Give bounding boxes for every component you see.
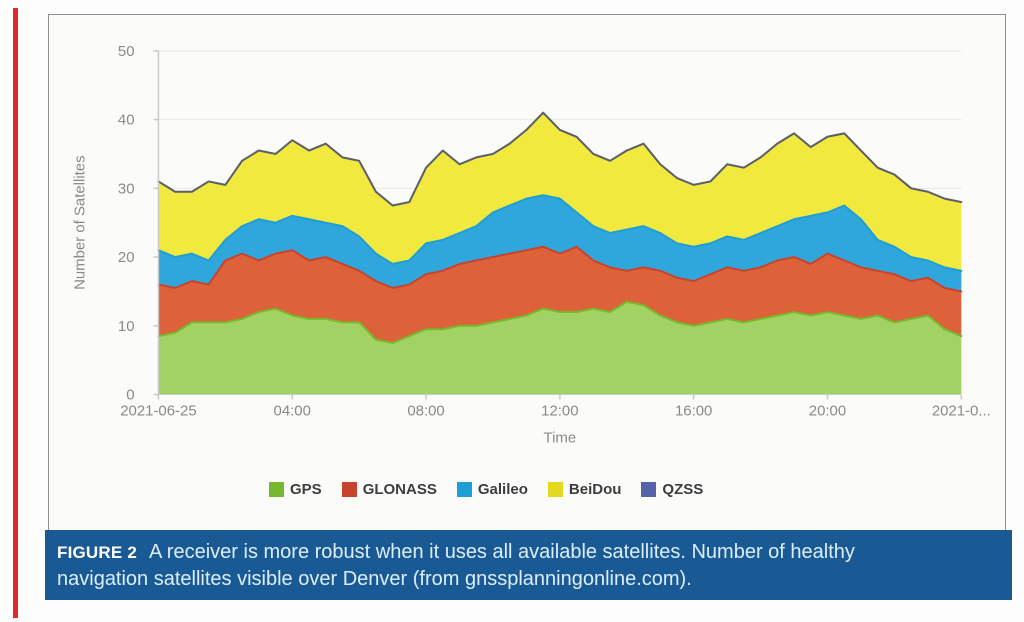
x-tick-label: 08:00: [407, 402, 444, 419]
legend-label-beidou: BeiDou: [568, 481, 622, 498]
figure-panel: 0 10 20 30 40 50 2021-06-25 04:00 08:00 12:00 16:0…: [48, 14, 1006, 531]
chart-legend: GPS GLONASS Galileo BeiDou QZSS: [269, 481, 703, 498]
legend-item-gps: GPS: [269, 481, 322, 498]
caption-text: FIGURE 2 A receiver is more robust when i…: [57, 539, 998, 592]
line-glonass: [157, 245, 963, 293]
legend-swatch-galileo: [456, 482, 472, 497]
figure-label: FIGURE 2: [57, 543, 138, 562]
caption-line2: navigation satellites visible over Denve…: [57, 568, 692, 590]
legend-item-glonass: GLONASS: [341, 481, 437, 498]
legend-swatch-glonass: [341, 482, 357, 497]
line-gps: [157, 300, 963, 344]
area-gps: [158, 301, 962, 395]
legend-item-galileo: Galileo: [456, 481, 528, 498]
legend-swatch-gps: [269, 482, 284, 497]
satellite-visibility-chart: 0 10 20 30 40 50 2021-06-25 04:00 08:00 12:00 16:0…: [72, 43, 991, 446]
y-tick-label: 0: [126, 387, 134, 404]
y-tick-label: 10: [118, 318, 135, 335]
x-tick-label: 04:00: [274, 402, 311, 419]
legend-item-qzss: QZSS: [641, 481, 703, 498]
line-galileo: [157, 194, 963, 272]
legend-label-qzss: QZSS: [662, 481, 704, 498]
area-beidou: [158, 112, 962, 271]
y-tick-label: 30: [118, 180, 135, 197]
red-accent-stripe: [13, 8, 18, 618]
x-tick-label: 2021-06-25: [120, 402, 196, 419]
y-tick-label: 40: [118, 112, 135, 129]
x-tick-label: 2021-0...: [932, 402, 991, 419]
x-axis-title: Time: [544, 429, 577, 446]
x-tick-label: 20:00: [809, 402, 846, 419]
figure-caption: FIGURE 2 A receiver is more robust when i…: [45, 530, 1012, 600]
line-qzss: [157, 111, 963, 207]
legend-swatch-beidou: [547, 482, 563, 497]
legend-label-gps: GPS: [290, 481, 322, 498]
y-axis-title: Number of Satellites: [72, 155, 89, 290]
legend-item-beidou: BeiDou: [547, 481, 622, 498]
legend-label-galileo: Galileo: [477, 481, 528, 498]
caption-line1: A receiver is more robust when it uses a…: [149, 541, 855, 563]
legend-swatch-qzss: [641, 482, 657, 497]
y-tick-label: 50: [118, 43, 135, 60]
y-tick-label: 20: [118, 249, 135, 266]
x-tick-label: 16:00: [675, 402, 712, 419]
x-tick-label: 12:00: [541, 402, 578, 419]
legend-label-glonass: GLONASS: [362, 481, 437, 498]
